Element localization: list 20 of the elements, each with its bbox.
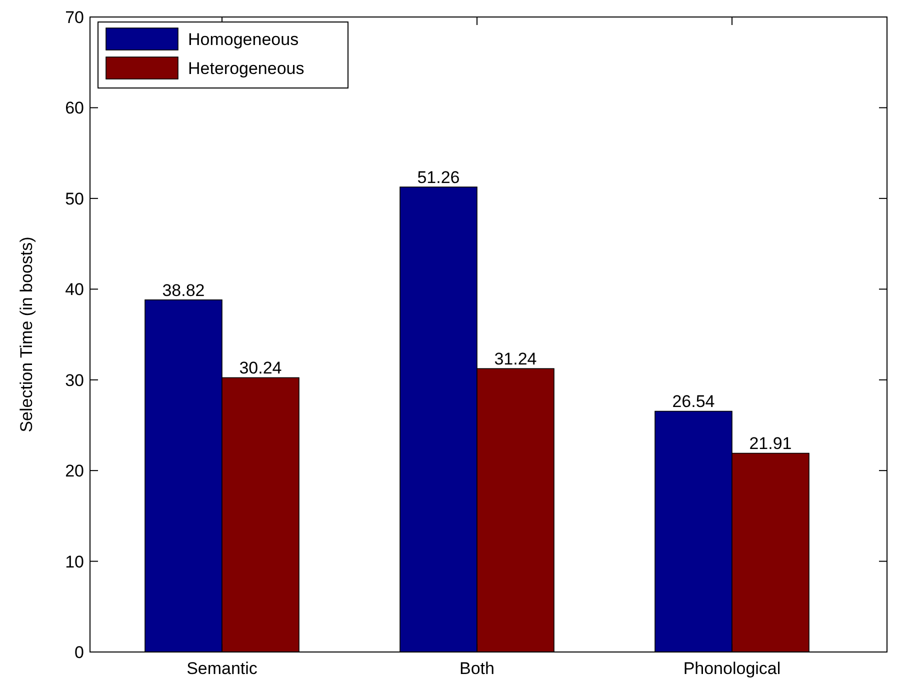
data-label: 31.24: [494, 350, 537, 369]
y-tick-label: 20: [65, 462, 84, 481]
y-tick-label: 0: [74, 643, 84, 662]
x-tick-label: Semantic: [186, 659, 258, 678]
data-label: 38.82: [162, 280, 205, 300]
x-tick-label: Phonological: [683, 659, 781, 678]
x-tick-label: Both: [460, 659, 494, 678]
y-tick-label: 70: [65, 8, 84, 27]
y-tick-label: 50: [65, 189, 84, 208]
data-label: 51.26: [417, 168, 460, 187]
y-tick-label: 60: [65, 98, 84, 118]
data-label: 26.54: [672, 392, 715, 412]
legend-label: Heterogeneous: [188, 59, 304, 78]
data-label: 30.24: [239, 358, 282, 378]
data-label: 21.91: [749, 434, 792, 454]
y-axis-title: Selection Time (in boosts): [17, 236, 36, 432]
y-tick-label: 40: [65, 280, 84, 300]
y-tick-label: 30: [65, 370, 84, 390]
legend-label: Homogeneous: [188, 30, 299, 49]
y-tick-label: 10: [65, 552, 84, 572]
